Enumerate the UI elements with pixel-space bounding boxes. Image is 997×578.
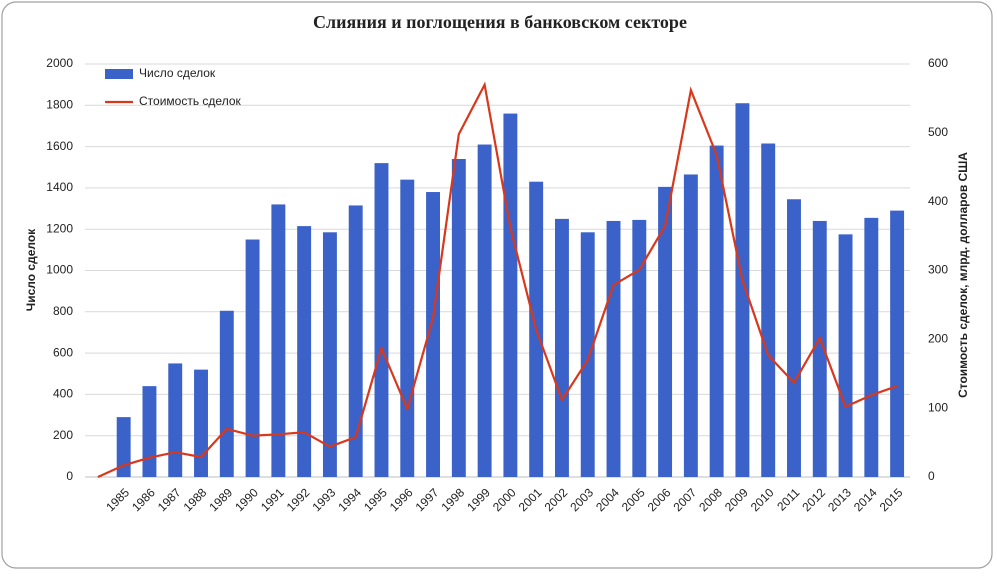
bar [477,144,492,477]
bar [761,143,776,477]
y2-tick-label: 500 [928,125,948,139]
bar [116,417,131,477]
bar [219,310,234,477]
y-tick-label: 1400 [46,180,73,194]
bar [890,210,905,478]
bar [580,232,595,477]
bar [812,220,827,477]
y2-tick-label: 0 [928,469,935,483]
bar [554,218,569,477]
bar [426,192,441,477]
bar [374,163,389,477]
y2-axis-label: Стоимость сделок, млрд. долларов США [956,152,970,398]
bar [142,386,157,477]
bar [658,186,673,477]
bar [400,179,415,477]
bar [709,145,724,477]
y-axis-label: Число сделок [24,228,38,311]
bar [245,239,260,477]
bar [451,158,466,478]
y-tick-label: 1000 [46,263,73,277]
bar [864,217,879,477]
bar [683,174,698,478]
y-tick-label: 800 [53,304,73,318]
y2-tick-label: 300 [928,263,948,277]
bar [787,199,801,477]
y-tick-label: 200 [53,428,73,442]
legend-label: Стоимость сделок [139,94,241,108]
bar [271,204,286,478]
legend-swatch [105,69,133,79]
y-tick-label: 0 [66,469,73,483]
bar [503,113,518,477]
y2-tick-label: 400 [928,194,948,208]
y-tick-label: 400 [53,387,73,401]
y2-tick-label: 100 [928,400,948,414]
line [97,81,898,479]
bar [168,363,183,477]
bar [322,232,337,477]
bar [297,226,312,477]
y2-tick-label: 600 [928,56,948,70]
bar [348,205,363,477]
y-tick-label: 600 [53,345,73,359]
bar [632,219,647,477]
bar [194,369,208,477]
y-tick-label: 1200 [46,221,73,235]
bar [606,220,621,477]
legend-label: Число сделок [139,66,216,80]
y-tick-label: 1600 [46,139,73,153]
y2-tick-label: 200 [928,332,948,346]
bar [735,103,750,478]
y-tick-label: 1800 [46,97,73,111]
chart-title: Слияния и поглощения в банковском сектор… [313,12,687,32]
bar [838,234,853,477]
y-tick-label: 2000 [46,56,73,70]
